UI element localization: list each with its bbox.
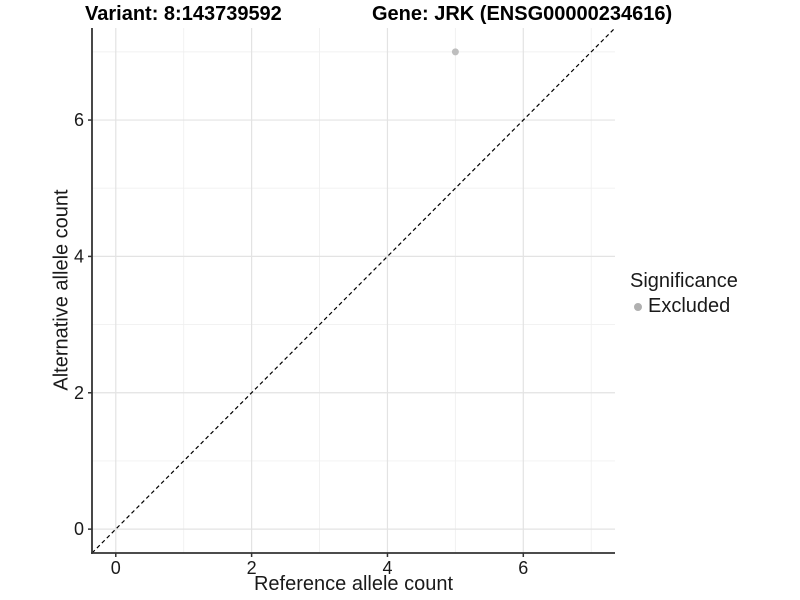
y-tick-label: 0 <box>74 519 84 539</box>
y-tick-label: 6 <box>74 110 84 130</box>
legend: Significance Excluded <box>630 270 738 318</box>
legend-item-excluded: Excluded <box>630 295 738 318</box>
plot-title-gene: Gene: JRK (ENSG00000234616) <box>372 3 673 25</box>
legend-title: Significance <box>630 270 738 292</box>
y-axis-title: Alternative allele count <box>50 189 73 391</box>
identity-dashed-line <box>91 27 616 554</box>
legend-item-label: Excluded <box>648 295 731 317</box>
x-tick-label: 6 <box>518 558 528 578</box>
y-tick-label: 4 <box>74 246 84 266</box>
x-tick-label: 0 <box>111 558 121 578</box>
x-tick-label: 4 <box>382 558 392 578</box>
x-tick-label: 2 <box>247 558 257 578</box>
x-axis-title: Reference allele count <box>253 573 453 595</box>
plot-title-variant: Variant: 8:143739592 <box>85 3 282 25</box>
y-tick-label: 2 <box>74 383 84 403</box>
data-point <box>451 48 459 56</box>
legend-point-icon <box>634 302 642 311</box>
